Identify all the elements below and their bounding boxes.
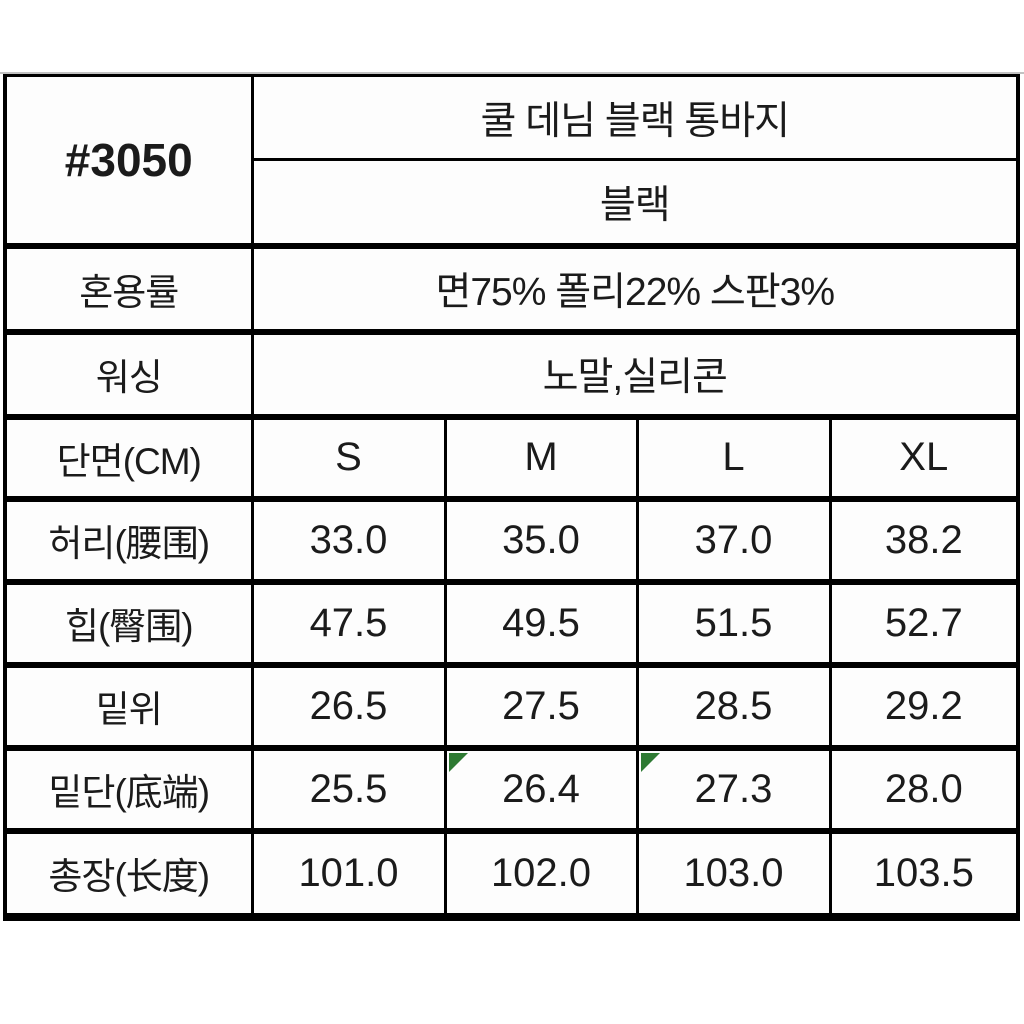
- length-l-cell: 103.0: [635, 827, 832, 918]
- hem-s-cell: 25.5: [250, 744, 447, 832]
- size-col-s: S: [250, 413, 447, 500]
- hip-xl-cell: 52.7: [828, 578, 1020, 666]
- row-rise: 밑위 26.5 27.5 28.5 29.2: [3, 661, 1020, 749]
- size-header-label-cell: 단면(CM): [3, 413, 254, 500]
- hem-label-cell: 밑단(底端): [3, 744, 254, 832]
- hem-m-cell: 26.4: [443, 744, 639, 832]
- length-xl-cell: 103.5: [828, 827, 1020, 918]
- row-product-color: 블랙: [5, 158, 1020, 247]
- blend-label-cell: 혼용률: [3, 242, 254, 333]
- error-flag-triangle-m: [448, 753, 468, 772]
- length-label-cell: 총장(长度): [3, 827, 254, 918]
- row-waist: 허리(腰围) 33.0 35.0 37.0 38.2: [3, 495, 1020, 583]
- product-code-cell: #3050: [3, 74, 254, 247]
- wash-value-cell: 노말,실리콘: [250, 328, 1020, 418]
- size-spec-table: #3050 쿨 데님 블랙 통바지 블랙 혼용률 면75% 폴리22% 스판3%…: [3, 74, 1021, 921]
- waist-label-cell: 허리(腰围): [3, 495, 254, 583]
- hem-l-cell: 27.3: [635, 744, 832, 832]
- size-col-l: L: [635, 413, 832, 500]
- size-col-xl: XL: [828, 413, 1020, 500]
- rise-s-cell: 26.5: [250, 661, 447, 749]
- length-m-cell: 102.0: [443, 827, 639, 918]
- wash-label-cell: 워싱: [3, 328, 254, 418]
- hip-l-cell: 51.5: [635, 578, 832, 666]
- error-flag-triangle-l: [640, 753, 660, 772]
- hip-m-cell: 49.5: [443, 578, 639, 666]
- row-wash: 워싱 노말,실리콘: [3, 328, 1020, 418]
- row-length: 총장(长度) 101.0 102.0 103.0 103.5: [3, 827, 1020, 918]
- hem-l-value: 27.3: [694, 766, 773, 811]
- rise-label-cell: 밑위: [3, 661, 254, 749]
- rise-l-cell: 28.5: [635, 661, 832, 749]
- blend-value-cell: 면75% 폴리22% 스판3%: [250, 242, 1020, 333]
- hip-label-cell: 힙(臀围): [3, 578, 254, 666]
- hem-m-value: 26.4: [502, 766, 580, 811]
- waist-s-cell: 33.0: [250, 495, 447, 583]
- length-s-cell: 101.0: [250, 827, 447, 918]
- rise-m-cell: 27.5: [443, 661, 639, 749]
- product-color-cell: 블랙: [250, 158, 1020, 247]
- waist-m-cell: 35.0: [443, 495, 639, 583]
- row-blend: 혼용률 면75% 폴리22% 스판3%: [3, 242, 1020, 333]
- size-col-m: M: [443, 413, 639, 500]
- waist-xl-cell: 38.2: [828, 495, 1020, 583]
- waist-l-cell: 37.0: [635, 495, 832, 583]
- table-top-rule: [0, 72, 1024, 74]
- row-hip: 힙(臀围) 47.5 49.5 51.5 52.7: [3, 578, 1020, 666]
- hip-s-cell: 47.5: [250, 578, 447, 666]
- row-size-header: 단면(CM) S M L XL: [3, 413, 1020, 500]
- hem-xl-cell: 28.0: [828, 744, 1020, 832]
- rise-xl-cell: 29.2: [828, 661, 1020, 749]
- product-name-cell: 쿨 데님 블랙 통바지: [250, 74, 1020, 161]
- row-hem: 밑단(底端) 25.5 26.4 27.3 28.0: [3, 744, 1020, 832]
- row-product-title: #3050 쿨 데님 블랙 통바지: [3, 74, 1020, 247]
